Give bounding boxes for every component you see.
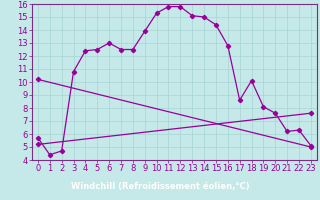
Text: Windchill (Refroidissement éolien,°C): Windchill (Refroidissement éolien,°C) bbox=[71, 182, 249, 192]
